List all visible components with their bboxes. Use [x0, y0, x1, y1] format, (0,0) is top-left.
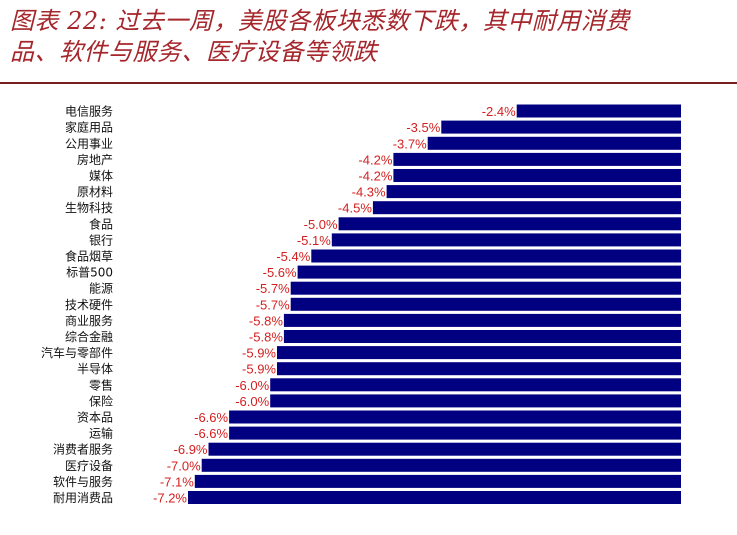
category-label: 食品 [89, 216, 113, 231]
value-label: -6.9% [174, 442, 208, 457]
value-label: -7.0% [167, 458, 201, 473]
category-label: 标普500 [66, 266, 113, 280]
bar [270, 378, 681, 392]
category-label: 公用事业 [65, 137, 113, 151]
bar [297, 265, 681, 279]
bar [194, 474, 682, 488]
value-label: -5.7% [256, 281, 290, 296]
bar [427, 136, 681, 150]
category-label: 运输 [89, 426, 113, 441]
category-label: 电信服务 [65, 104, 113, 119]
value-label: -5.9% [242, 362, 276, 377]
category-label: 原材料 [77, 185, 113, 199]
bar [311, 249, 682, 263]
bar [338, 217, 681, 231]
bar [331, 233, 681, 247]
category-label: 软件与服务 [53, 474, 113, 489]
category-label: 零售 [89, 377, 113, 392]
category-label: 家庭用品 [65, 120, 113, 135]
category-label: 医疗设备 [65, 459, 113, 473]
chart-title-line-2: 品、软件与服务、医疗设备等领跌 [10, 38, 378, 66]
value-label: -5.0% [304, 217, 338, 232]
bar [277, 346, 681, 360]
bar [188, 491, 681, 504]
value-label: -2.4% [482, 104, 516, 119]
value-label: -4.2% [358, 169, 392, 184]
category-label: 保险 [89, 393, 113, 408]
value-label: -4.2% [358, 152, 392, 167]
value-label: -6.0% [235, 378, 269, 393]
value-label: -7.1% [160, 474, 194, 489]
value-label: -5.1% [297, 233, 331, 248]
category-label: 技术硬件 [65, 298, 113, 312]
value-label: -5.7% [256, 297, 290, 312]
bar [393, 152, 681, 166]
chart-title-line-1: 图表 22: 过去一周，美股各板块悉数下跌，其中耐用消费 [10, 7, 630, 35]
category-label: 综合金融 [65, 329, 113, 344]
category-label: 耐用消费品 [53, 491, 113, 505]
value-label: -3.5% [406, 120, 440, 135]
bar [393, 169, 681, 182]
value-label: -5.8% [249, 330, 283, 345]
value-label: -4.5% [338, 201, 372, 216]
bar [277, 362, 681, 376]
category-label: 商业服务 [65, 313, 113, 328]
value-label: -6.6% [194, 410, 228, 425]
category-label: 资本品 [77, 411, 113, 425]
value-label: -3.7% [393, 136, 427, 151]
category-label: 银行 [89, 233, 113, 247]
title-divider [0, 82, 737, 84]
category-label: 半导体 [77, 362, 113, 376]
bar [441, 120, 681, 134]
value-label: -4.3% [352, 185, 386, 200]
chart-title: 图表 22: 过去一周，美股各板块悉数下跌，其中耐用消费 品、软件与服务、医疗设… [10, 6, 730, 68]
bar [516, 104, 681, 118]
bar [290, 281, 681, 295]
value-label: -6.0% [235, 394, 269, 409]
bar [229, 410, 681, 424]
bar [270, 394, 681, 408]
category-label: 汽车与零部件 [41, 345, 113, 360]
value-label: -5.4% [276, 249, 310, 264]
bar [386, 185, 681, 199]
value-label: -7.2% [153, 491, 187, 506]
value-label: -6.6% [194, 426, 228, 441]
category-label: 媒体 [89, 169, 113, 183]
bar [372, 201, 681, 215]
bar [201, 458, 681, 472]
category-label: 食品烟草 [65, 249, 113, 264]
bar [229, 426, 681, 440]
bar [283, 330, 681, 343]
category-label: 消费者服务 [53, 442, 113, 457]
value-label: -5.6% [263, 265, 297, 280]
category-label: 能源 [89, 282, 113, 296]
value-label: -5.8% [249, 313, 283, 328]
category-label: 房地产 [77, 152, 113, 167]
category-label: 生物科技 [65, 201, 113, 215]
bar [290, 297, 681, 311]
bar [283, 313, 681, 327]
value-label: -5.9% [242, 346, 276, 361]
bar [208, 442, 681, 456]
